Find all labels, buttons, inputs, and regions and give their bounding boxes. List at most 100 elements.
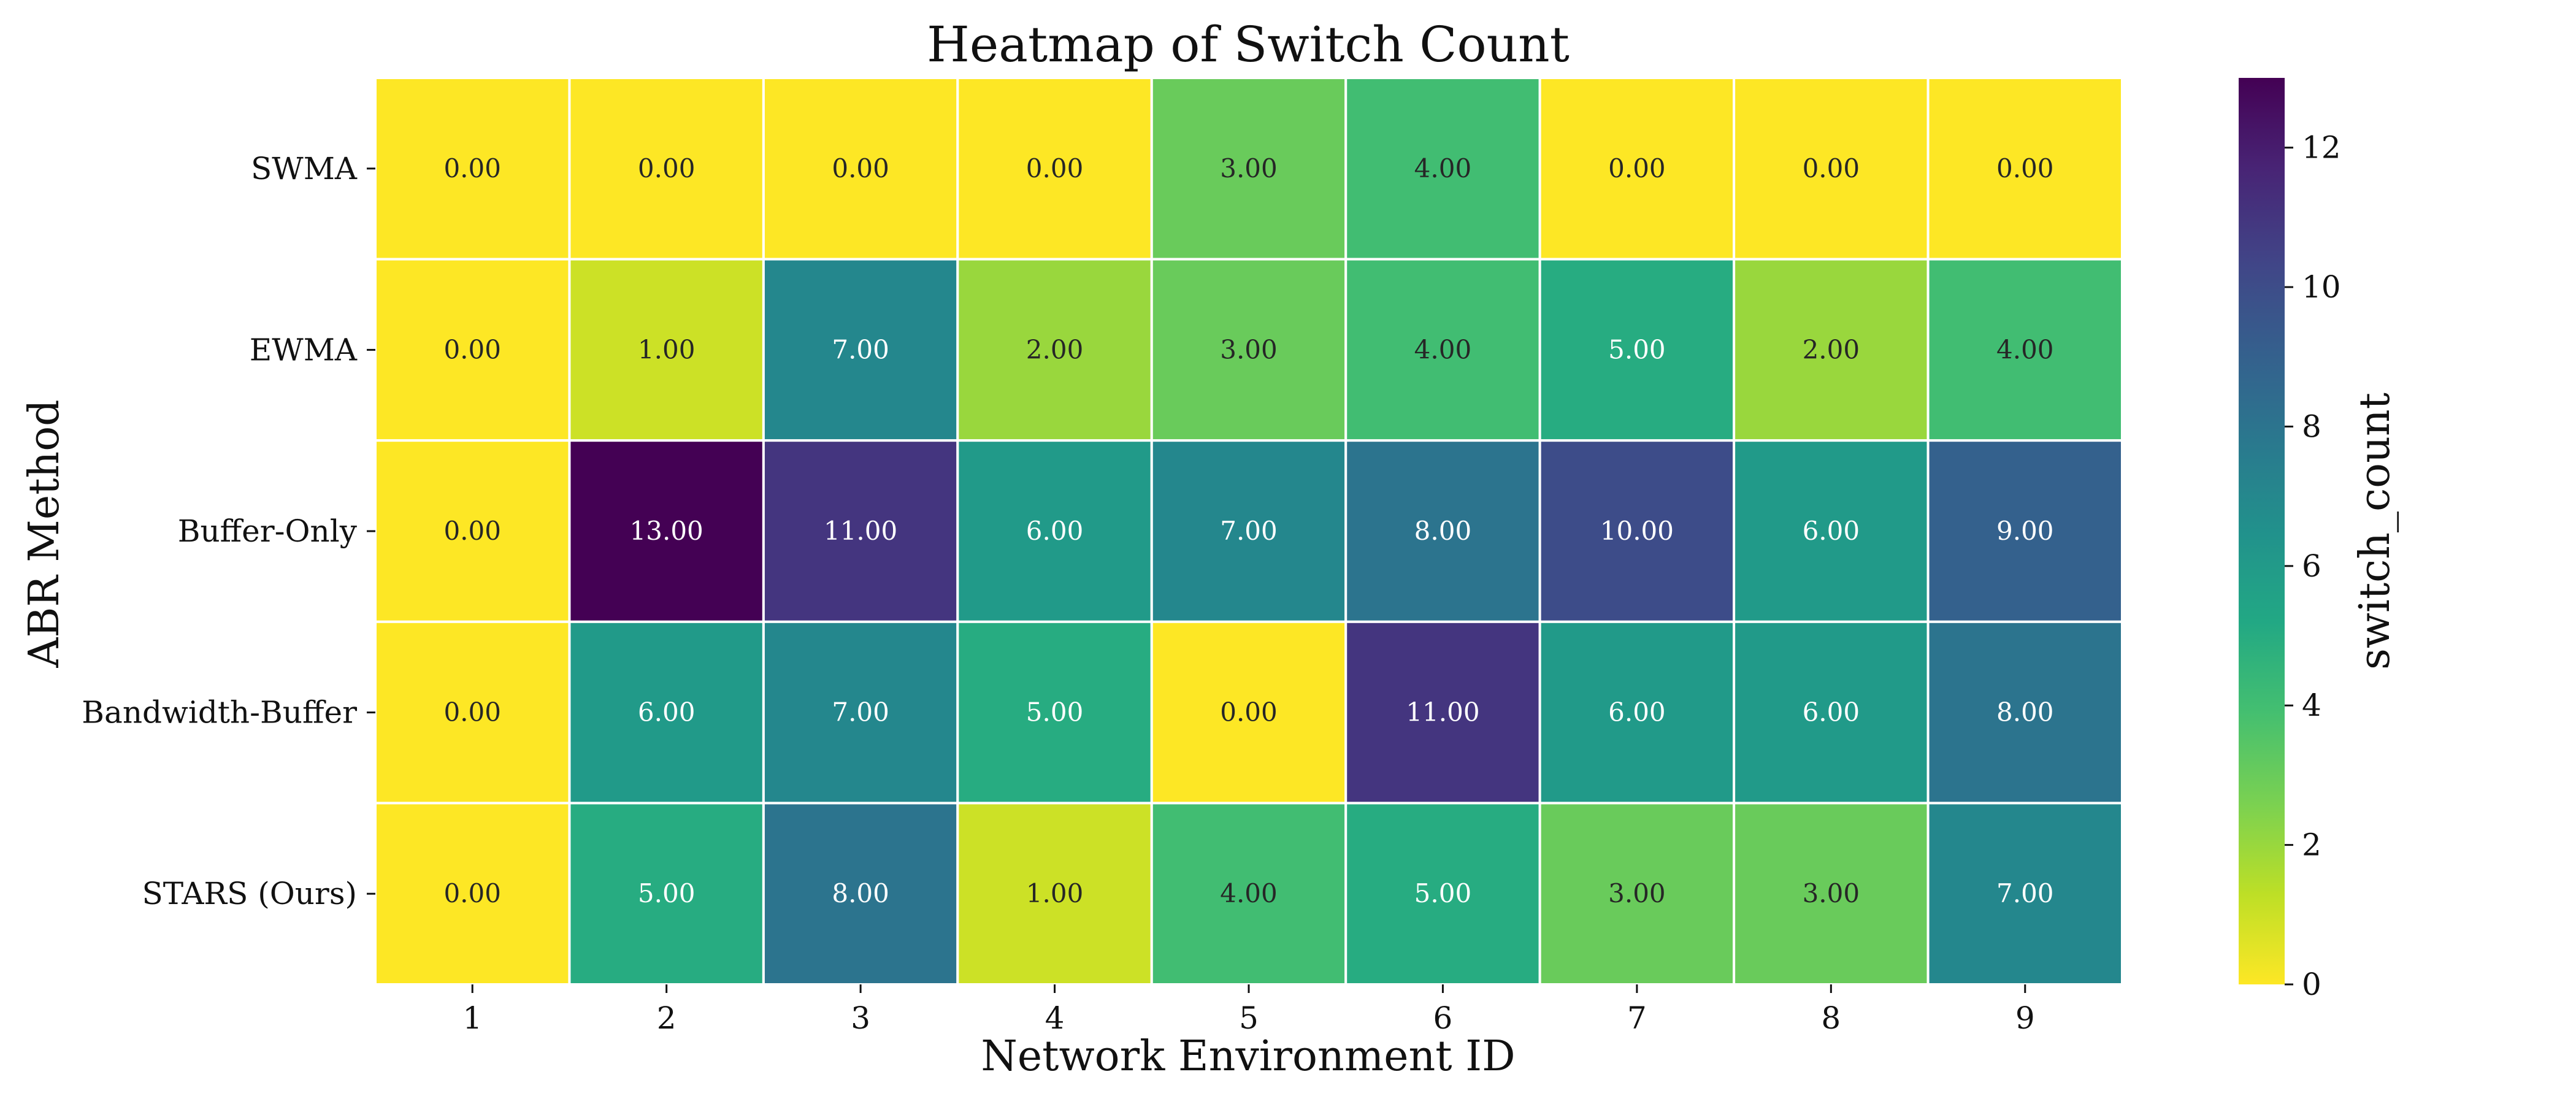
cell-value-label: 6.00 <box>1803 516 1860 546</box>
cell-value-label: 0.00 <box>1220 697 1278 727</box>
colorbar-tick-label: 0 <box>2302 967 2321 1002</box>
cell-value-label: 0.00 <box>1996 153 2054 183</box>
heatmap-cell <box>568 802 765 986</box>
heatmap-cell <box>1538 258 1736 442</box>
cell-value-label: 0.00 <box>1608 153 1666 183</box>
y-tick-label: SWMA <box>251 151 358 186</box>
heatmap-cell <box>956 439 1153 623</box>
x-axis-ticks: 1 2 3 4 5 6 7 8 9 <box>462 984 2035 1036</box>
heatmap-cell <box>956 620 1153 805</box>
colorbar: 0 2 4 6 8 10 12 switch_count <box>2239 78 2399 1002</box>
cell-value-label: 5.00 <box>1608 334 1666 364</box>
heatmap-cell <box>1538 802 1736 986</box>
y-tick-label: STARS (Ours) <box>142 876 357 911</box>
x-tick-label: 3 <box>851 1000 870 1036</box>
y-tick-label: EWMA <box>250 332 358 367</box>
heatmap-cell <box>762 439 959 623</box>
heatmap-cell <box>1926 258 2124 442</box>
heatmap-cell <box>374 802 571 986</box>
y-axis-label: ABR Method <box>20 399 69 668</box>
heatmap-cell <box>568 620 765 805</box>
cell-value-label: 4.00 <box>1414 153 1472 183</box>
cell-value-label: 13.00 <box>630 516 703 546</box>
x-tick-label: 2 <box>657 1000 677 1036</box>
cell-value-label: 0.00 <box>443 334 501 364</box>
heatmap-cell <box>1150 258 1347 442</box>
cell-value-label: 0.00 <box>443 516 501 546</box>
heatmap-cell <box>1926 439 2124 623</box>
colorbar-tick-label: 6 <box>2302 548 2321 584</box>
cell-value-label: 9.00 <box>1996 516 2054 546</box>
colorbar-tick-label: 12 <box>2302 130 2341 166</box>
x-tick-label: 1 <box>462 1000 482 1036</box>
cell-value-label: 6.00 <box>1803 697 1860 727</box>
x-tick-label: 5 <box>1239 1000 1259 1036</box>
cell-value-label: 0.00 <box>832 153 889 183</box>
cell-value-label: 0.00 <box>1026 153 1084 183</box>
cell-value-label: 4.00 <box>1996 334 2054 364</box>
heatmap-cell <box>956 802 1153 986</box>
x-tick-label: 9 <box>2015 1000 2035 1036</box>
heatmap-cell <box>1150 77 1347 261</box>
cell-value-label: 5.00 <box>638 878 696 908</box>
heatmap-cell <box>1733 258 1930 442</box>
heatmap-cell <box>374 77 571 261</box>
heatmap-cell <box>956 77 1153 261</box>
heatmap-cell <box>374 258 571 442</box>
cell-value-label: 8.00 <box>832 878 889 908</box>
cell-value-label: 8.00 <box>1414 516 1472 546</box>
heatmap-cell <box>568 77 765 261</box>
cell-value-label: 2.00 <box>1026 334 1084 364</box>
x-tick-label: 7 <box>1627 1000 1647 1036</box>
chart-title: Heatmap of Switch Count <box>927 16 1570 73</box>
cell-value-label: 3.00 <box>1220 153 1278 183</box>
colorbar-tick-label: 8 <box>2302 408 2321 444</box>
heatmap-cell <box>374 439 571 623</box>
x-tick-label: 4 <box>1045 1000 1065 1036</box>
heatmap-cell <box>1344 802 1541 986</box>
y-tick-label: Buffer-Only <box>178 513 358 549</box>
cell-value-label: 2.00 <box>1803 334 1860 364</box>
cell-value-label: 4.00 <box>1220 878 1278 908</box>
heatmap-cell <box>762 258 959 442</box>
cell-value-label: 0.00 <box>443 878 501 908</box>
heatmap-cell <box>762 77 959 261</box>
heatmap-cell <box>374 620 571 805</box>
x-tick-label: 8 <box>1821 1000 1841 1036</box>
y-axis-ticks: SWMA EWMA Buffer-Only Bandwidth-Buffer STARS… <box>82 151 375 911</box>
heatmap-cell <box>762 802 959 986</box>
cell-value-label: 0.00 <box>1803 153 1860 183</box>
cell-value-label: 6.00 <box>1026 516 1084 546</box>
heatmap-cell <box>1926 620 2124 805</box>
cell-value-label: 10.00 <box>1600 516 1674 546</box>
cell-value-label: 6.00 <box>1608 697 1666 727</box>
colorbar-tick-label: 2 <box>2302 827 2321 863</box>
cell-value-label: 11.00 <box>824 516 897 546</box>
y-tick-label: Bandwidth-Buffer <box>82 695 357 730</box>
heatmap-cell <box>1733 620 1930 805</box>
cell-value-label: 0.00 <box>638 153 696 183</box>
cell-value-label: 3.00 <box>1803 878 1860 908</box>
cell-value-label: 3.00 <box>1220 334 1278 364</box>
x-tick-label: 6 <box>1433 1000 1453 1036</box>
colorbar-label: switch_count <box>2351 393 2399 670</box>
colorbar-tick-label: 4 <box>2302 688 2321 723</box>
heatmap-cell <box>1733 77 1930 261</box>
heatmap-cell <box>1344 77 1541 261</box>
cell-value-label: 7.00 <box>1996 878 2054 908</box>
cell-value-label: 5.00 <box>1026 697 1084 727</box>
cell-value-label: 5.00 <box>1414 878 1472 908</box>
colorbar-gradient <box>2239 78 2285 984</box>
cell-value-label: 8.00 <box>1996 697 2054 727</box>
heatmap-cell <box>568 439 765 623</box>
heatmap-cell <box>1150 439 1347 623</box>
heatmap-cell <box>956 258 1153 442</box>
heatmap-cell <box>1538 439 1736 623</box>
cell-value-label: 1.00 <box>1026 878 1084 908</box>
cell-value-label: 1.00 <box>638 334 696 364</box>
cell-value-label: 3.00 <box>1608 878 1666 908</box>
colorbar-ticks: 0 2 4 6 8 10 12 <box>2285 130 2341 1002</box>
cell-value-label: 4.00 <box>1414 334 1472 364</box>
heatmap-cell <box>1926 802 2124 986</box>
